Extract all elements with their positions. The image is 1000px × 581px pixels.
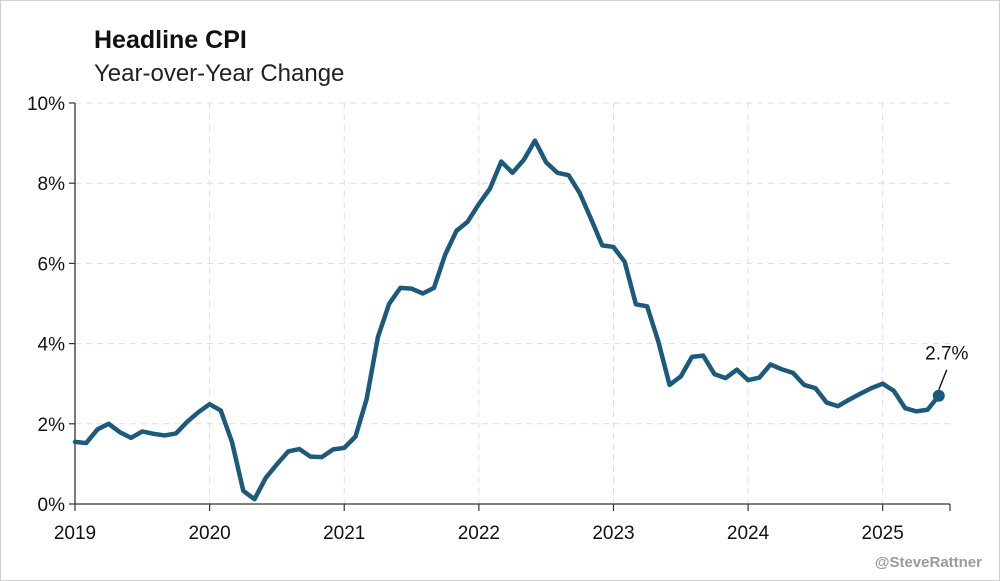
x-tick-label: 2020	[188, 523, 230, 544]
latest-point-marker	[932, 389, 945, 402]
annotation-layer: 2.7%	[925, 344, 969, 402]
cpi-series-line	[72, 138, 942, 502]
y-tick-label: 4%	[38, 335, 66, 356]
x-tick-label: 2023	[592, 523, 634, 544]
y-tick-label: 0%	[38, 495, 66, 516]
axes	[69, 102, 951, 511]
series-layer	[72, 138, 942, 502]
chart-title: Headline CPI	[94, 26, 247, 54]
chart-subtitle: Year-over-Year Change	[94, 60, 345, 87]
y-tick-label: 6%	[38, 254, 66, 275]
x-tick-label: 2019	[54, 523, 96, 544]
annotation-leader	[938, 369, 948, 390]
x-tick-label: 2024	[727, 523, 770, 544]
x-tick-label: 2025	[862, 523, 904, 544]
y-tick-label: 10%	[27, 94, 65, 115]
y-tick-label: 8%	[38, 174, 66, 195]
grid-lines	[75, 102, 950, 504]
y-tick-label: 2%	[38, 415, 66, 436]
y-tick-labels: 0% 2% 4% 6% 8% 10%	[27, 94, 65, 516]
x-tick-labels: 2019 2020 2021 2022 2023 2024 2025	[54, 523, 904, 544]
x-tick-label: 2021	[323, 523, 365, 544]
x-tick-label: 2022	[458, 523, 500, 544]
latest-value-label: 2.7%	[925, 344, 968, 365]
credit-handle: @SteveRattner	[874, 554, 982, 571]
